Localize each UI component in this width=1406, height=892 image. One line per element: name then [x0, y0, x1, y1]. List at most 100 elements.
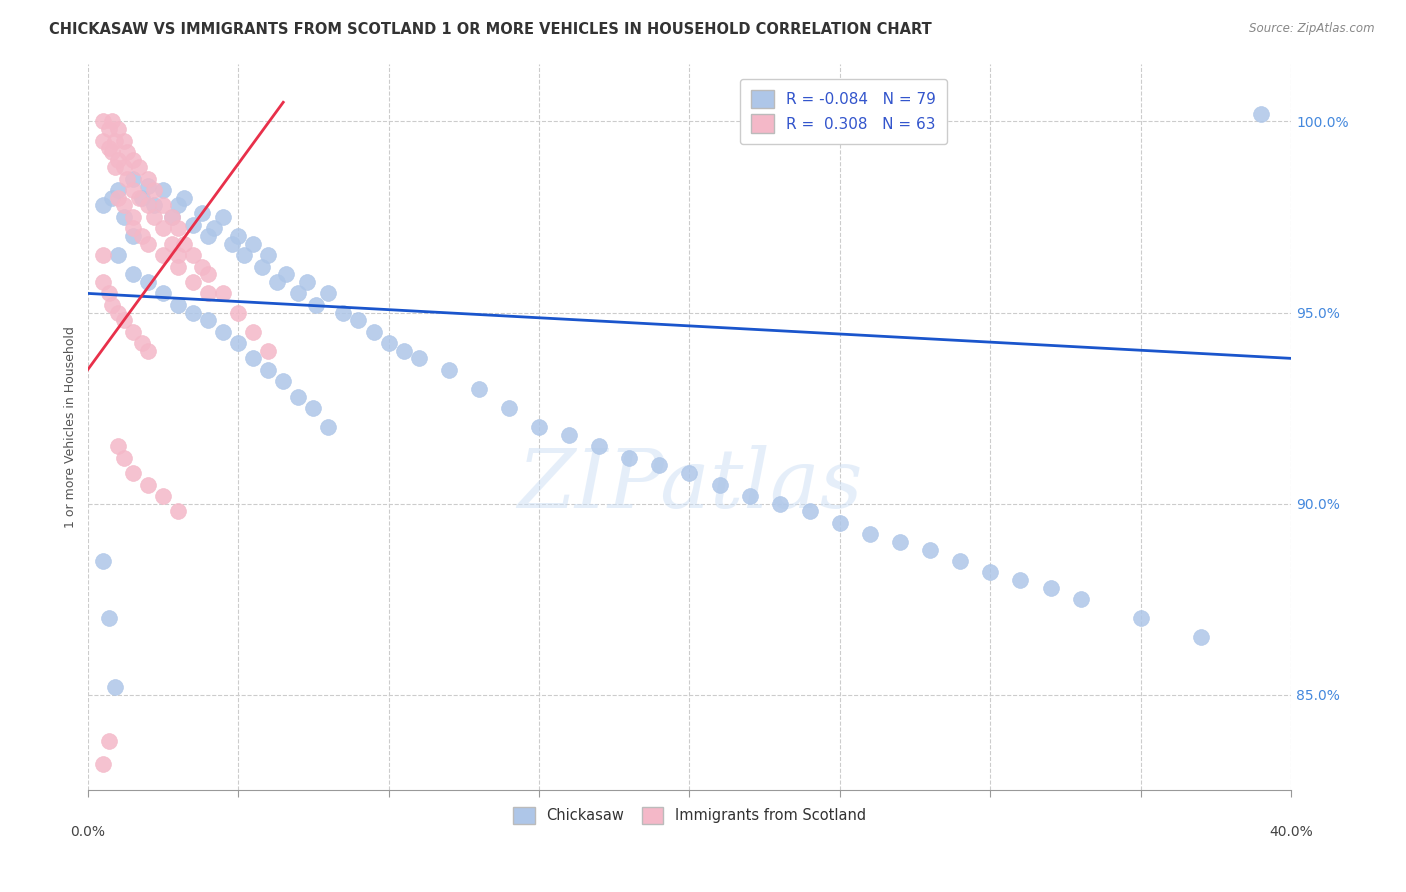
Point	[131, 229, 153, 244]
Point	[121, 229, 143, 244]
Point	[107, 248, 129, 262]
Point	[136, 236, 159, 251]
Point	[142, 210, 165, 224]
Point	[104, 161, 127, 175]
Point	[197, 313, 219, 327]
Point	[112, 313, 135, 327]
Point	[257, 343, 280, 358]
Point	[91, 275, 114, 289]
Point	[136, 179, 159, 194]
Point	[107, 439, 129, 453]
Point	[191, 260, 214, 274]
Point	[889, 534, 911, 549]
Point	[167, 260, 190, 274]
Point	[799, 504, 821, 518]
Point	[498, 401, 520, 415]
Point	[197, 268, 219, 282]
Text: CHICKASAW VS IMMIGRANTS FROM SCOTLAND 1 OR MORE VEHICLES IN HOUSEHOLD CORRELATIO: CHICKASAW VS IMMIGRANTS FROM SCOTLAND 1 …	[49, 22, 932, 37]
Point	[392, 343, 415, 358]
Point	[97, 733, 120, 747]
Point	[181, 248, 204, 262]
Point	[100, 191, 122, 205]
Point	[242, 236, 264, 251]
Point	[97, 611, 120, 625]
Point	[121, 210, 143, 224]
Point	[257, 248, 280, 262]
Point	[121, 466, 143, 480]
Point	[131, 191, 153, 205]
Point	[107, 122, 129, 136]
Point	[212, 325, 235, 339]
Y-axis label: 1 or more Vehicles in Household: 1 or more Vehicles in Household	[65, 326, 77, 528]
Point	[287, 390, 309, 404]
Point	[91, 134, 114, 148]
Point	[191, 206, 214, 220]
Point	[709, 477, 731, 491]
Point	[121, 153, 143, 167]
Point	[408, 351, 430, 366]
Point	[979, 566, 1001, 580]
Point	[160, 210, 183, 224]
Point	[121, 325, 143, 339]
Point	[377, 336, 399, 351]
Point	[128, 191, 150, 205]
Point	[233, 248, 256, 262]
Point	[527, 420, 550, 434]
Point	[112, 161, 135, 175]
Point	[104, 680, 127, 694]
Point	[920, 542, 942, 557]
Point	[212, 210, 235, 224]
Point	[100, 298, 122, 312]
Point	[91, 198, 114, 212]
Point	[226, 229, 249, 244]
Point	[112, 134, 135, 148]
Point	[226, 305, 249, 319]
Text: Source: ZipAtlas.com: Source: ZipAtlas.com	[1250, 22, 1375, 36]
Point	[678, 466, 700, 480]
Point	[136, 343, 159, 358]
Point	[97, 286, 120, 301]
Point	[121, 221, 143, 235]
Text: ZIPatlas: ZIPatlas	[517, 445, 862, 525]
Text: 40.0%: 40.0%	[1270, 825, 1313, 838]
Point	[437, 363, 460, 377]
Point	[202, 221, 225, 235]
Point	[100, 114, 122, 128]
Point	[121, 183, 143, 197]
Point	[619, 450, 641, 465]
Point	[152, 248, 174, 262]
Point	[859, 527, 882, 541]
Point	[107, 183, 129, 197]
Point	[1039, 581, 1062, 595]
Point	[136, 275, 159, 289]
Point	[136, 198, 159, 212]
Point	[100, 145, 122, 159]
Point	[347, 313, 370, 327]
Point	[769, 497, 792, 511]
Point	[648, 458, 671, 473]
Point	[142, 198, 165, 212]
Point	[302, 401, 325, 415]
Point	[212, 286, 235, 301]
Point	[115, 145, 138, 159]
Point	[152, 221, 174, 235]
Point	[107, 191, 129, 205]
Point	[97, 141, 120, 155]
Point	[181, 275, 204, 289]
Point	[250, 260, 273, 274]
Point	[221, 236, 243, 251]
Point	[173, 236, 195, 251]
Point	[167, 298, 190, 312]
Point	[588, 439, 610, 453]
Point	[738, 489, 761, 503]
Point	[167, 198, 190, 212]
Text: 0.0%: 0.0%	[70, 825, 105, 838]
Legend: Chickasaw, Immigrants from Scotland: Chickasaw, Immigrants from Scotland	[506, 801, 872, 830]
Point	[197, 229, 219, 244]
Point	[112, 198, 135, 212]
Point	[136, 171, 159, 186]
Point	[112, 210, 135, 224]
Point	[107, 153, 129, 167]
Point	[104, 134, 127, 148]
Point	[152, 198, 174, 212]
